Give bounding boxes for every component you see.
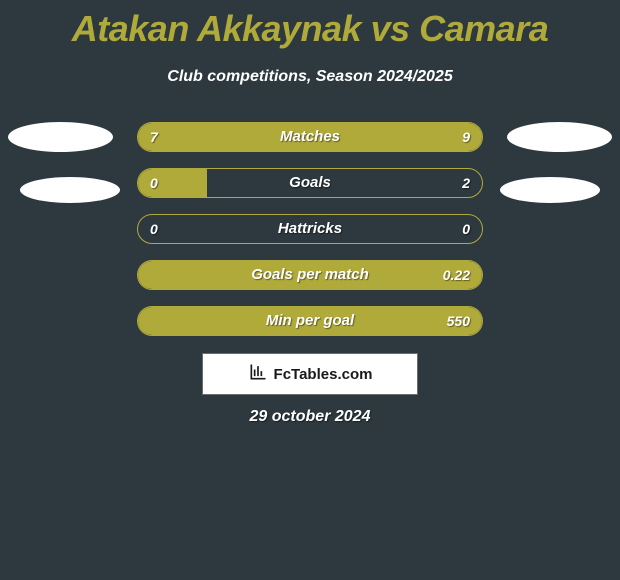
player-left-ellipse-bottom	[20, 177, 120, 203]
stat-row-goals: 0 Goals 2	[137, 168, 483, 198]
stat-value-right: 2	[462, 169, 470, 197]
footer-brand-box: FcTables.com	[202, 353, 418, 395]
stat-value-right: 0	[462, 215, 470, 243]
player-left-ellipse-top	[8, 122, 113, 152]
stat-row-matches: 7 Matches 9	[137, 122, 483, 152]
stats-bars: 7 Matches 9 0 Goals 2 0 Hattricks 0 Goal…	[137, 122, 483, 352]
stat-row-min-per-goal: Min per goal 550	[137, 306, 483, 336]
stat-row-goals-per-match: Goals per match 0.22	[137, 260, 483, 290]
stat-fill-full	[138, 261, 482, 289]
page-title: Atakan Akkaynak vs Camara	[0, 0, 620, 50]
chart-icon	[248, 362, 268, 387]
stat-fill-full	[138, 307, 482, 335]
player-right-ellipse-top	[507, 122, 612, 152]
stat-fill-left	[138, 123, 276, 151]
stat-label: Hattricks	[138, 215, 482, 243]
footer-brand-text: FcTables.com	[274, 366, 373, 383]
footer-date: 29 october 2024	[0, 408, 620, 426]
stat-fill-left	[138, 169, 207, 197]
stat-fill-right	[276, 123, 482, 151]
stat-row-hattricks: 0 Hattricks 0	[137, 214, 483, 244]
stat-value-left: 0	[150, 215, 158, 243]
page-subtitle: Club competitions, Season 2024/2025	[0, 68, 620, 86]
player-right-ellipse-bottom	[500, 177, 600, 203]
